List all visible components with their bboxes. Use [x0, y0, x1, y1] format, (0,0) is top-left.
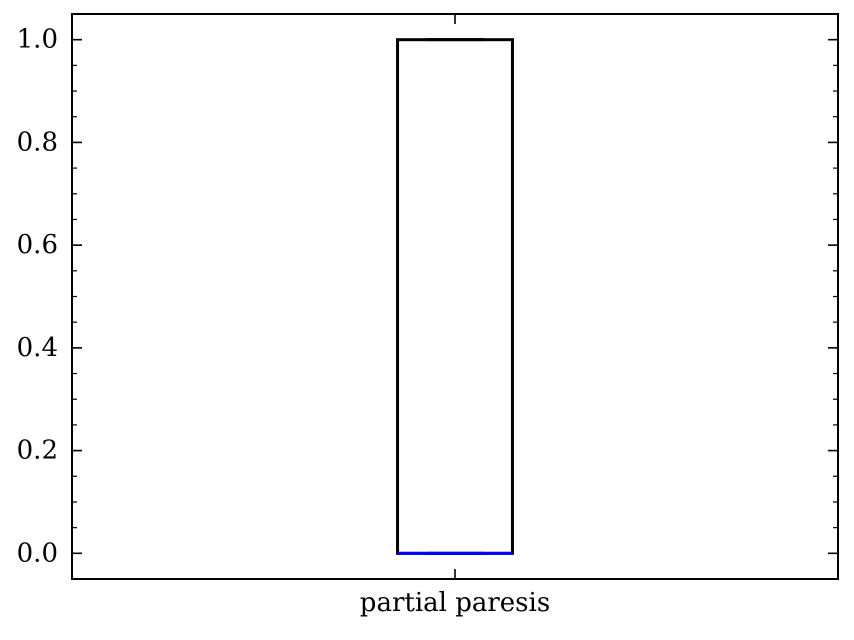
minor-ticks: [72, 13, 838, 580]
major-ticks: [72, 14, 838, 579]
box-partial paresis: [396, 38, 514, 555]
boxes: [396, 38, 514, 555]
x-axis-tick-labels: partial paresis: [360, 588, 550, 618]
y-tick-label: 0.0: [17, 538, 58, 568]
x-tick-label: partial paresis: [360, 588, 550, 618]
y-tick-label: 0.2: [17, 436, 58, 466]
box-body: [396, 38, 514, 555]
y-tick-label: 0.8: [17, 127, 58, 157]
y-tick-label: 0.6: [17, 230, 58, 260]
y-tick-label: 1.0: [17, 25, 58, 55]
y-axis-tick-labels: 0.0 0.2 0.4 0.6 0.8 1.0: [17, 25, 58, 569]
axes-frame: [71, 13, 839, 580]
y-tick-label: 0.4: [17, 333, 58, 363]
